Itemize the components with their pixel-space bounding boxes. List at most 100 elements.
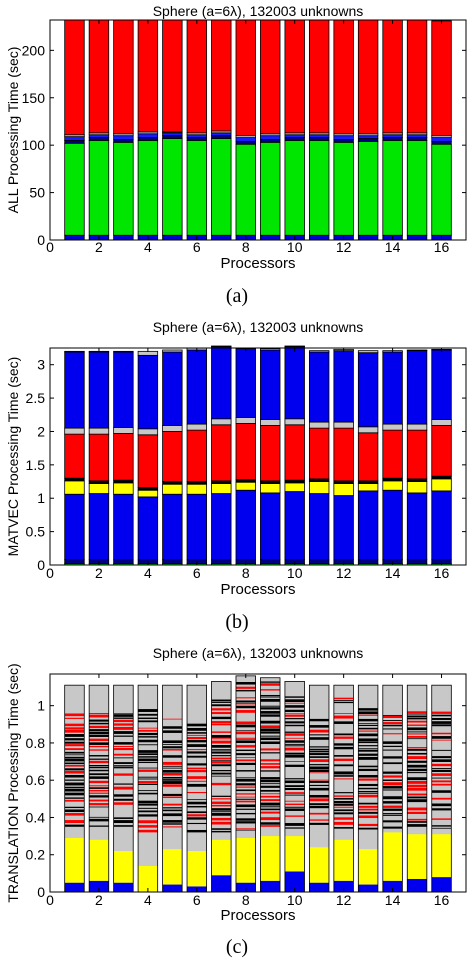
bar-segment <box>64 559 85 565</box>
bar-segment <box>64 779 85 781</box>
y-tick-label: 2.5 <box>26 390 46 406</box>
bar-segment <box>309 847 329 883</box>
bar-segment <box>235 703 256 705</box>
bar-segment <box>333 19 354 135</box>
bar-segment <box>358 730 378 732</box>
y-tick-label: 0.2 <box>26 847 46 863</box>
bar-segment <box>260 139 281 143</box>
panel-caption: (b) <box>225 611 248 633</box>
bar-segment <box>284 705 305 708</box>
bar-segment <box>113 559 134 565</box>
bar-segment <box>431 475 452 480</box>
bar-segment <box>235 479 256 483</box>
bar-proc-5 <box>162 684 183 893</box>
y-tick-label: 1 <box>37 698 45 714</box>
bar-segment <box>235 140 256 145</box>
bar-segment <box>138 810 158 813</box>
bar-segment <box>162 135 183 139</box>
bar-segment <box>431 827 452 829</box>
bar-segment <box>431 777 452 779</box>
bar-segment <box>89 755 109 757</box>
bar-proc-13 <box>357 350 379 566</box>
bar-segment <box>284 743 305 745</box>
bar-segment <box>211 424 232 482</box>
bar-segment <box>431 759 452 762</box>
bar-segment <box>211 828 232 830</box>
bar-segment <box>333 778 354 780</box>
bar-segment <box>211 804 232 807</box>
bar-segment <box>235 682 256 685</box>
bar-proc-13 <box>357 684 379 893</box>
bar-segment <box>162 431 183 482</box>
bar-segment <box>137 489 159 498</box>
bar-segment <box>187 799 207 801</box>
bar-segment <box>407 752 427 755</box>
plot-area <box>50 20 466 240</box>
bar-segment <box>382 775 403 778</box>
bar-segment <box>138 758 158 761</box>
bar-segment <box>358 778 378 781</box>
bar-proc-15 <box>406 19 428 241</box>
bar-segment <box>235 783 256 786</box>
bar-segment <box>113 141 134 236</box>
bar-segment <box>138 769 158 772</box>
bar-segment <box>382 779 403 781</box>
bar-segment <box>284 792 305 794</box>
bar-segment <box>235 689 256 692</box>
bar-segment <box>162 19 183 133</box>
bar-segment <box>235 697 256 699</box>
bar-segment <box>211 418 232 426</box>
bar-segment <box>88 137 110 141</box>
bar-segment <box>260 763 281 765</box>
bar-segment <box>358 756 378 760</box>
bar-segment <box>64 234 85 241</box>
bar-segment <box>187 744 207 747</box>
bar-segment <box>235 724 256 728</box>
bar-segment <box>138 781 158 784</box>
bars <box>64 19 452 241</box>
bar-segment <box>333 141 354 236</box>
bar-proc-7 <box>211 345 232 566</box>
bar-segment <box>211 745 232 748</box>
bar-segment <box>89 764 109 767</box>
y-tick-label: 50 <box>29 185 45 201</box>
bar-segment <box>138 750 158 753</box>
bar-segment <box>357 234 379 241</box>
bar-segment <box>333 827 354 829</box>
bar-segment <box>431 808 452 811</box>
bar-segment <box>407 724 427 726</box>
bar-segment <box>211 483 232 494</box>
x-tick-label: 2 <box>95 239 103 255</box>
bar-segment <box>89 760 109 764</box>
bar-proc-6 <box>186 684 208 893</box>
bar-proc-8 <box>235 675 256 893</box>
bar-segment <box>113 135 134 140</box>
bar-segment <box>431 768 452 770</box>
bar-segment <box>211 755 232 757</box>
bar-segment <box>89 742 109 745</box>
bar-segment <box>333 699 354 701</box>
bar-segment <box>333 771 354 775</box>
bar-segment <box>431 739 452 741</box>
bar-segment <box>260 19 281 135</box>
bar-proc-14 <box>382 19 403 241</box>
bar-segment <box>431 349 452 420</box>
y-tick-label: 0 <box>37 884 45 900</box>
bar-segment <box>162 807 183 809</box>
bar-proc-3 <box>113 19 134 241</box>
bar-segment <box>187 783 207 787</box>
bar-segment <box>260 492 281 561</box>
bar-segment <box>162 823 183 825</box>
bar-segment <box>64 764 85 767</box>
bar-segment <box>64 729 85 733</box>
bar-proc-7 <box>211 681 232 893</box>
axes-frame <box>49 347 467 566</box>
bar-segment <box>88 483 110 494</box>
bar-segment <box>357 483 379 492</box>
bar-segment <box>187 727 207 731</box>
bar-segment <box>137 487 159 491</box>
bar-segment <box>186 429 208 482</box>
bar-segment <box>431 825 452 827</box>
bar-segment <box>309 784 329 787</box>
bar-segment <box>235 796 256 798</box>
